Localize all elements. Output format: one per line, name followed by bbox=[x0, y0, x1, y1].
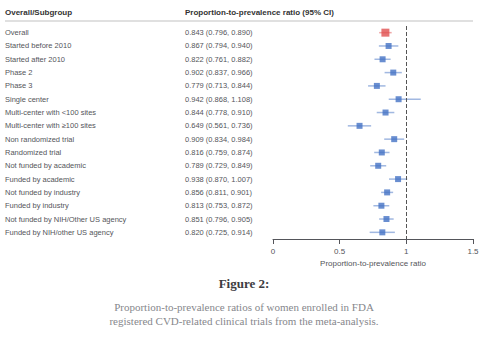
svg-text:Proportion-to-prevalence ratio: Proportion-to-prevalence ratio (95% CI) bbox=[185, 8, 334, 17]
svg-text:0.844 (0.778, 0.910): 0.844 (0.778, 0.910) bbox=[185, 108, 253, 117]
svg-text:Funded by academic: Funded by academic bbox=[5, 175, 75, 184]
svg-text:0.5: 0.5 bbox=[334, 247, 346, 256]
svg-text:Single center: Single center bbox=[5, 95, 49, 104]
svg-text:0.938 (0.870, 1.007): 0.938 (0.870, 1.007) bbox=[185, 175, 253, 184]
svg-text:Funded by NIH/other US agency: Funded by NIH/other US agency bbox=[5, 228, 114, 237]
svg-text:1: 1 bbox=[404, 247, 409, 256]
svg-text:0.843 (0.796, 0.890): 0.843 (0.796, 0.890) bbox=[185, 28, 253, 37]
svg-text:0.867 (0.794, 0.940): 0.867 (0.794, 0.940) bbox=[185, 41, 253, 50]
svg-text:0.779 (0.713, 0.844): 0.779 (0.713, 0.844) bbox=[185, 81, 253, 90]
svg-text:Not funded by NIH/Other US age: Not funded by NIH/Other US agency bbox=[5, 215, 127, 224]
svg-text:0.822 (0.761, 0.882): 0.822 (0.761, 0.882) bbox=[185, 55, 253, 64]
svg-text:0.856 (0.811, 0.901): 0.856 (0.811, 0.901) bbox=[185, 188, 252, 197]
svg-text:Randomized trial: Randomized trial bbox=[5, 148, 62, 157]
svg-text:1.5: 1.5 bbox=[467, 247, 479, 256]
svg-text:0.813 (0.753, 0.872): 0.813 (0.753, 0.872) bbox=[185, 201, 253, 210]
svg-text:0.816 (0.759, 0.874): 0.816 (0.759, 0.874) bbox=[185, 148, 253, 157]
svg-text:0.851 (0.796, 0.905): 0.851 (0.796, 0.905) bbox=[185, 215, 253, 224]
svg-text:registered CVD-related clinica: registered CVD-related clinical trials f… bbox=[109, 315, 378, 327]
svg-text:Figure 2:: Figure 2: bbox=[219, 276, 270, 291]
svg-text:0.909 (0.834, 0.984): 0.909 (0.834, 0.984) bbox=[185, 135, 253, 144]
svg-text:Started before 2010: Started before 2010 bbox=[5, 41, 71, 50]
svg-text:Overall/Subgroup: Overall/Subgroup bbox=[5, 8, 72, 17]
svg-text:Multi-center with <100 sites: Multi-center with <100 sites bbox=[5, 108, 96, 117]
svg-text:0.820 (0.725, 0.914): 0.820 (0.725, 0.914) bbox=[185, 228, 253, 237]
svg-text:Proportion-to-prevalence ratio: Proportion-to-prevalence ratios of women… bbox=[114, 301, 374, 313]
svg-text:Multi-center with ≥100 sites: Multi-center with ≥100 sites bbox=[5, 121, 96, 130]
svg-text:0.649 (0.561, 0.736): 0.649 (0.561, 0.736) bbox=[185, 121, 253, 130]
svg-text:Not funded by industry: Not funded by industry bbox=[5, 188, 80, 197]
svg-text:Proportion-to-prevalence ratio: Proportion-to-prevalence ratio bbox=[320, 259, 426, 268]
svg-text:Not funded by academic: Not funded by academic bbox=[5, 161, 86, 170]
svg-text:Overall: Overall bbox=[5, 28, 29, 37]
svg-text:Non randomized trial: Non randomized trial bbox=[5, 135, 75, 144]
svg-text:Started after 2010: Started after 2010 bbox=[5, 55, 65, 64]
svg-text:0: 0 bbox=[271, 247, 276, 256]
svg-text:0.942 (0.868, 1.108): 0.942 (0.868, 1.108) bbox=[185, 95, 253, 104]
svg-text:Phase 2: Phase 2 bbox=[5, 68, 33, 77]
svg-text:0.902 (0.837, 0.966): 0.902 (0.837, 0.966) bbox=[185, 68, 253, 77]
svg-text:0.789 (0.729, 0.849): 0.789 (0.729, 0.849) bbox=[185, 161, 253, 170]
svg-text:Funded by industry: Funded by industry bbox=[5, 201, 69, 210]
svg-text:Phase 3: Phase 3 bbox=[5, 81, 33, 90]
